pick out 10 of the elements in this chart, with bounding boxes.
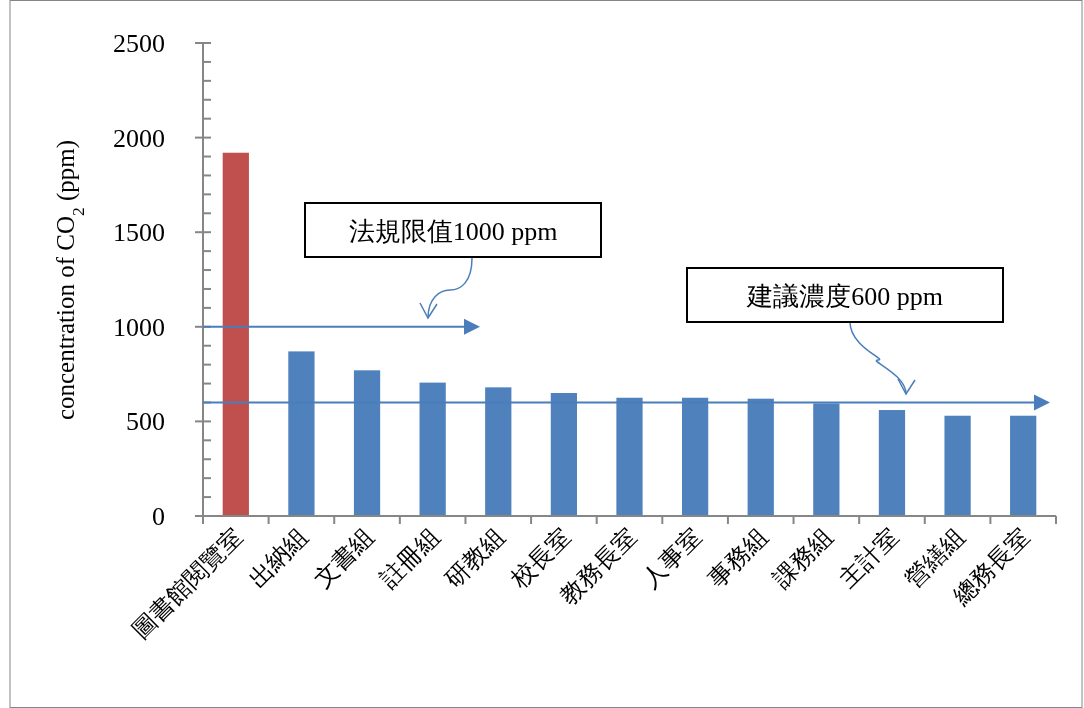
x-tick-label: 主計室 — [834, 523, 904, 593]
ref-line-label: 法規限值1000 ppm — [348, 217, 558, 246]
ref-line-label: 建議濃度600 ppm — [746, 282, 943, 311]
y-tick-label: 0 — [152, 502, 165, 531]
y-tick-label: 1500 — [113, 218, 165, 248]
x-tick-label: 人事室 — [637, 523, 707, 593]
y-tick-label: 1000 — [113, 312, 165, 342]
y-tick-label: 2000 — [113, 123, 165, 153]
y-tick-label: 2500 — [113, 29, 165, 58]
y-tick-label: 500 — [126, 407, 165, 437]
